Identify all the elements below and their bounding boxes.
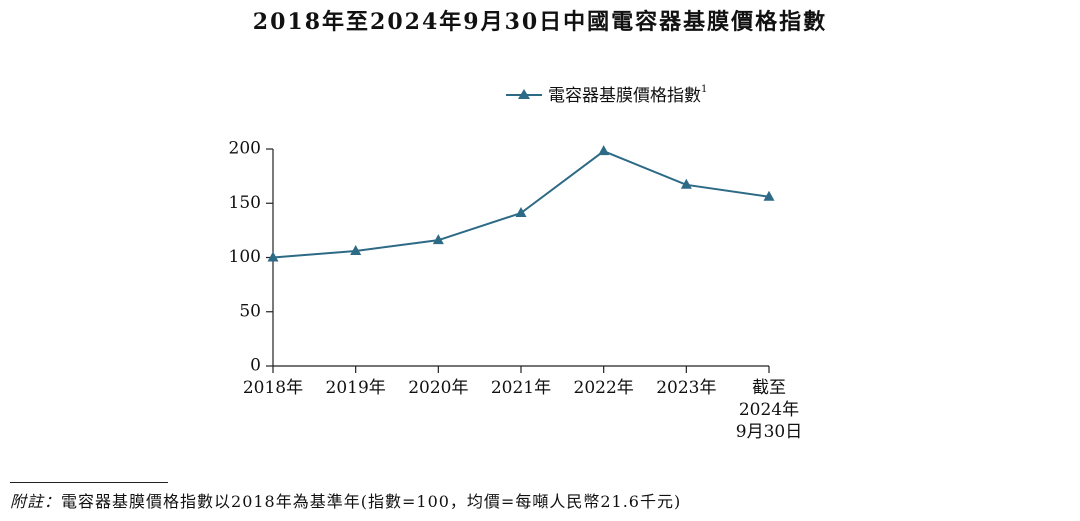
legend: 電容器基膜價格指數1 (506, 84, 707, 106)
legend-label: 電容器基膜價格指數1 (548, 84, 707, 106)
x-tick-label: 2018年 (243, 378, 303, 398)
series-line (272, 150, 770, 259)
y-ticks: 0 50 100 150 200 (229, 139, 273, 376)
x-tick-label-line: 2022年 (574, 378, 634, 398)
data-point-marker (515, 207, 527, 218)
x-tick-label-line: 2020年 (408, 378, 468, 398)
footnote: 附註：電容器基膜價格指數以2018年為基準年(指數=100，均價=每噸人民幣21… (10, 488, 681, 512)
footnote-text: 電容器基膜價格指數以2018年為基準年(指數=100，均價=每噸人民幣21.6千… (61, 492, 682, 511)
y-tick-label: 0 (250, 356, 261, 376)
x-tick-label: 2022年 (574, 378, 634, 398)
x-ticks: 2018年 2019年 2020年 2021年 2022年 2023年 截至 2024年 9月3… (243, 366, 802, 442)
x-tick-label: 2023年 (656, 378, 716, 398)
y-tick-label: 50 (239, 301, 261, 321)
y-tick-label: 200 (229, 139, 261, 159)
data-point-marker (350, 244, 362, 255)
x-tick-label: 截至 2024年 9月30日 (736, 378, 802, 442)
chart-title: 2018年至2024年9月30日中國電容器基膜價格指數 (252, 9, 828, 35)
x-tick-label-line: 9月30日 (736, 422, 802, 442)
data-point-marker (432, 234, 444, 245)
y-tick-label: 150 (229, 193, 261, 213)
x-tick-label-line: 2021年 (491, 378, 551, 398)
x-tick-label-line: 2019年 (326, 378, 386, 398)
data-point-marker (763, 190, 775, 201)
x-tick-label-line: 2018年 (243, 378, 303, 398)
axes (272, 149, 769, 367)
y-tick-label: 100 (229, 247, 261, 267)
footnote-rule (10, 482, 168, 483)
x-tick-label: 2020年 (408, 378, 468, 398)
series (267, 145, 775, 262)
data-point-marker (267, 251, 279, 262)
x-tick-label-line: 2023年 (656, 378, 716, 398)
footnote-label: 附註： (10, 492, 62, 511)
x-tick-label: 2021年 (491, 378, 551, 398)
data-point-marker (598, 145, 610, 156)
x-tick-label-line: 截至 (752, 378, 786, 398)
x-tick-label-line: 2024年 (739, 400, 799, 420)
legend-marker (518, 89, 530, 99)
data-point-marker (680, 178, 692, 189)
x-tick-label: 2019年 (326, 378, 386, 398)
